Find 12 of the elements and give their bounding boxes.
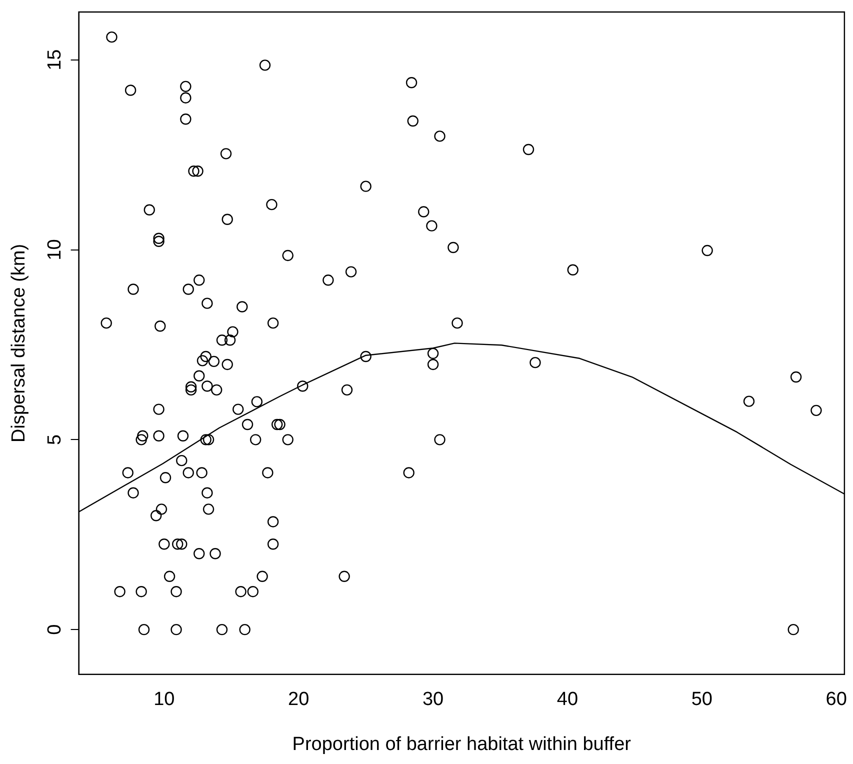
y-tick-label: 10 <box>44 239 66 260</box>
y-tick-label: 5 <box>44 434 66 445</box>
y-tick-label: 0 <box>44 624 66 635</box>
y-axis-title: Dispersal distance (km) <box>8 244 30 442</box>
x-tick-label: 20 <box>288 689 310 710</box>
x-tick-label: 10 <box>154 689 175 710</box>
y-tick-label: 15 <box>44 49 66 70</box>
x-tick-label: 60 <box>826 689 847 710</box>
x-axis-title: Proportion of barrier habitat within buffer <box>292 734 632 755</box>
x-tick-label: 50 <box>691 689 712 710</box>
x-tick-label: 30 <box>422 689 444 710</box>
x-tick-label: 40 <box>556 689 578 710</box>
